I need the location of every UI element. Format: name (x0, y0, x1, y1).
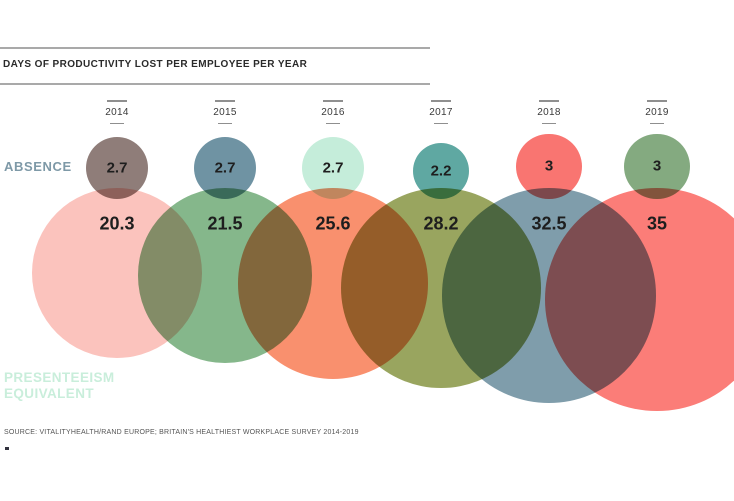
presenteeism-row-label-line1: PRESENTEEISM (4, 370, 115, 385)
year-label: 2016 (321, 106, 345, 118)
presenteeism-row-label: PRESENTEEISM EQUIVALENT (4, 370, 115, 401)
year-tick-top (647, 100, 667, 102)
absence-bubble-2018 (516, 133, 582, 199)
year-tick-bottom (218, 122, 232, 124)
footnote-mark (5, 447, 9, 450)
divider-bottom (0, 83, 430, 85)
source-text: SOURCE: VITALITYHEALTH/RAND EUROPE; BRIT… (4, 429, 359, 436)
year-tick-top (215, 100, 235, 102)
absence-row-label: ABSENCE (4, 159, 72, 174)
absence-bubble-2015 (194, 137, 256, 199)
year-column-2016: 2016 (303, 100, 363, 124)
year-tick-top (107, 100, 127, 102)
year-tick-top (323, 100, 343, 102)
year-tick-top (431, 100, 451, 102)
year-tick-bottom (650, 122, 664, 124)
year-label: 2015 (213, 106, 237, 118)
year-tick-bottom (110, 122, 124, 124)
year-column-2014: 2014 (87, 100, 147, 124)
chart-title: DAYS OF PRODUCTIVITY LOST PER EMPLOYEE P… (3, 59, 308, 70)
year-label: 2018 (537, 106, 561, 118)
year-column-2019: 2019 (627, 100, 687, 124)
year-column-2018: 2018 (519, 100, 579, 124)
absence-bubble-2016 (302, 137, 364, 199)
absence-bubble-2017 (413, 143, 469, 199)
absence-bubble-2019 (624, 133, 690, 199)
year-tick-bottom (434, 122, 448, 124)
year-tick-bottom (542, 122, 556, 124)
year-label: 2014 (105, 106, 129, 118)
year-column-2015: 2015 (195, 100, 255, 124)
divider-top (0, 47, 430, 49)
year-label: 2017 (429, 106, 453, 118)
presenteeism-bubble-2019 (545, 188, 734, 412)
year-tick-bottom (326, 122, 340, 124)
absence-bubble-2014 (86, 137, 148, 199)
year-label: 2019 (645, 106, 669, 118)
year-tick-top (539, 100, 559, 102)
presenteeism-row-label-line2: EQUIVALENT (4, 385, 95, 401)
year-column-2017: 2017 (411, 100, 471, 124)
